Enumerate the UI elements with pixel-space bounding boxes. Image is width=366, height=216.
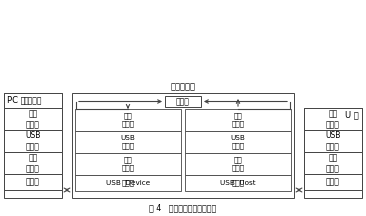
Bar [4, 93, 62, 108]
Text: 批量
传输层: 批量 传输层 [26, 109, 40, 129]
Bar [4, 174, 62, 190]
Bar [75, 131, 181, 153]
Text: U 盘: U 盘 [345, 110, 359, 119]
Bar [304, 108, 362, 130]
Text: USB
协议层: USB 协议层 [25, 131, 41, 151]
Bar [304, 174, 362, 190]
Text: 硬件层: 硬件层 [26, 178, 40, 186]
Text: 图 4   控制器固件层次的划分: 图 4 控制器固件层次的划分 [149, 203, 217, 213]
Text: 批量
传输层: 批量 传输层 [326, 109, 340, 129]
Bar [74, 109, 292, 188]
Bar [72, 93, 294, 198]
Bar [4, 108, 62, 130]
Bar [165, 96, 201, 107]
Text: USB  Uost: USB Uost [220, 180, 256, 186]
Bar [185, 109, 291, 131]
Text: 硬件
抄象层: 硬件 抄象层 [122, 157, 135, 171]
Text: 文件系统: 文件系统 [24, 96, 42, 105]
Bar [75, 175, 181, 191]
Bar [75, 153, 181, 175]
Bar [185, 153, 291, 175]
Text: 批量
传输层: 批量 传输层 [122, 113, 135, 127]
Text: 批量
传输层: 批量 传输层 [231, 113, 244, 127]
Bar [185, 175, 291, 191]
Text: USB  Device: USB Device [106, 180, 150, 186]
Bar [304, 130, 362, 152]
Bar [75, 109, 181, 131]
Text: 硬件层: 硬件层 [122, 180, 135, 186]
Text: USB
协议层: USB 协议层 [325, 131, 341, 151]
Text: 硬件
抄象层: 硬件 抄象层 [26, 153, 40, 173]
Text: 加解密: 加解密 [176, 97, 190, 106]
Bar [304, 152, 362, 174]
Text: 硬件层: 硬件层 [231, 180, 244, 186]
Text: 硬件
抄象层: 硬件 抄象层 [326, 153, 340, 173]
Text: PC 机: PC 机 [7, 95, 26, 104]
Text: 硬件
抄象层: 硬件 抄象层 [231, 157, 244, 171]
Bar [4, 93, 62, 198]
Text: USB
协议层: USB 协议层 [120, 135, 135, 149]
Bar [4, 130, 62, 152]
Text: 硬件层: 硬件层 [326, 178, 340, 186]
Text: USB
协议层: USB 协议层 [231, 135, 246, 149]
Bar [304, 108, 362, 198]
Bar [4, 152, 62, 174]
Bar [185, 131, 291, 153]
Text: 安全控制器: 安全控制器 [171, 82, 195, 91]
